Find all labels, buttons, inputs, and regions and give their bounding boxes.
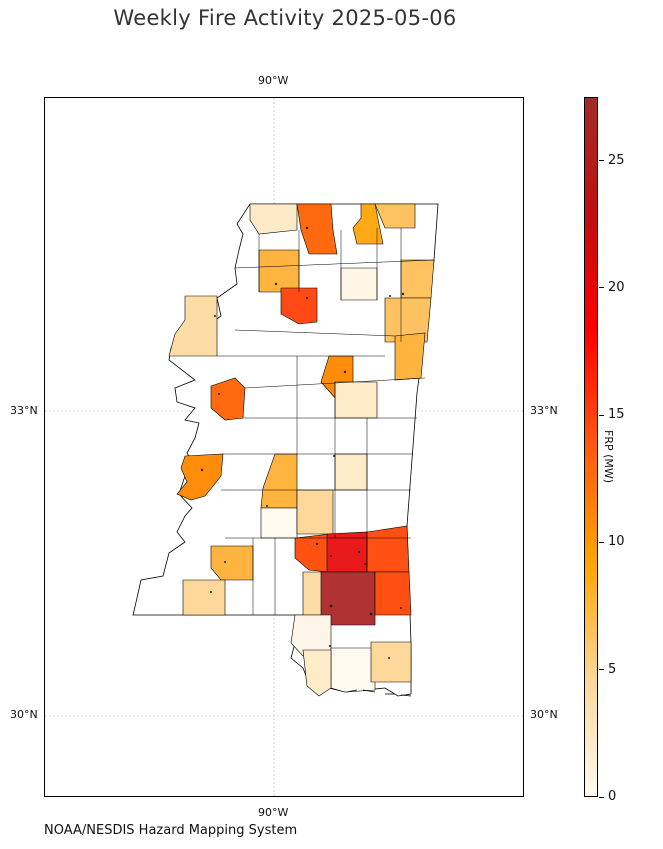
county-central-p: [334, 453, 368, 491]
county-coastal-ac: [330, 647, 376, 693]
county-coastal-ae: [370, 641, 412, 683]
colorbar-tick-label: 15: [608, 407, 625, 423]
colorbar: [584, 97, 598, 797]
county-central-s: [296, 489, 334, 535]
colorbar-tick-mark: [599, 160, 604, 162]
county-lines: [217, 228, 435, 615]
colorbar-tick-mark: [599, 541, 604, 543]
data-source-credit: NOAA/NESDIS Hazard Mapping System: [44, 823, 298, 838]
lat-label-right-33: 33°N: [530, 404, 558, 417]
county-central-r: [260, 507, 298, 539]
fire-detections: [200, 226, 405, 659]
colorbar-tick-mark: [599, 414, 604, 416]
county-north-central-e: [258, 249, 300, 293]
colorbar-title: FRP (MW): [602, 430, 615, 484]
county-north-central-h: [280, 287, 318, 325]
county-south-central-z: [320, 571, 376, 626]
county-north-d: [374, 203, 416, 229]
colorbar-tick-mark: [599, 669, 604, 671]
county-north-east-i: [384, 297, 432, 343]
colorbar-tick-label: 10: [608, 534, 625, 550]
county-north-central-f: [340, 267, 378, 301]
county-south-east-v: [366, 525, 410, 573]
lat-label-left-30: 30°N: [10, 708, 38, 721]
colorbar-tick-label: 25: [608, 152, 625, 168]
county-south-west-x: [182, 579, 226, 616]
county-north-west-a: [249, 203, 298, 235]
lat-label-right-30: 30°N: [530, 708, 558, 721]
colorbar-tick-mark: [599, 796, 604, 798]
lat-label-left-33: 33°N: [10, 404, 38, 417]
lon-label-bottom: 90°W: [258, 806, 289, 819]
county-south-central-t: [294, 533, 332, 573]
county-north-west-j: [168, 295, 218, 357]
county-north-b: [296, 203, 338, 255]
county-fills: [168, 203, 435, 697]
county-south-west-w: [210, 545, 254, 581]
county-north-east-g: [400, 259, 435, 299]
county-delta-o: [176, 453, 224, 501]
colorbar-tick-label: 20: [608, 279, 625, 295]
county-east-k: [394, 332, 426, 381]
county-coastal-ad: [302, 649, 332, 697]
map-frame[interactable]: [44, 97, 524, 797]
colorbar-tick-label: 0: [608, 789, 617, 804]
county-south-east-aa: [374, 571, 412, 616]
county-map[interactable]: [45, 98, 524, 797]
map-title: Weekly Fire Activity 2025-05-06: [113, 6, 457, 30]
barrier-islands: [346, 689, 412, 697]
colorbar-tick-label: 5: [608, 661, 617, 677]
lon-label-top: 90°W: [258, 74, 289, 87]
colorbar-tick-mark: [599, 287, 604, 289]
county-central-n: [334, 381, 378, 419]
